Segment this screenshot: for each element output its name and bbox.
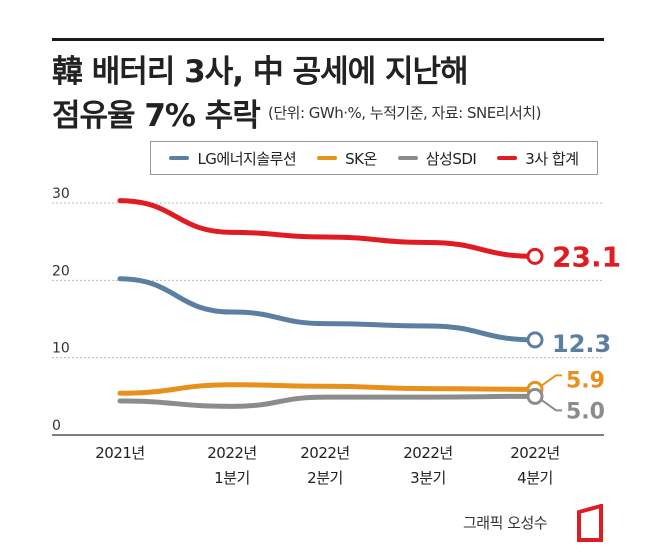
x-tick-label-2: 2022년 2분기 bbox=[300, 444, 349, 487]
legend-swatch-lg bbox=[169, 156, 190, 160]
leader-line-samsung bbox=[541, 399, 562, 412]
series-line-3 bbox=[117, 198, 538, 259]
legend-label-sk: SK온 bbox=[345, 149, 377, 168]
legend-label-lg: LG에너지솔루션 bbox=[197, 149, 297, 168]
y-tick-label-20: 20 bbox=[52, 263, 70, 279]
end-marker-0 bbox=[526, 331, 544, 349]
legend-label-total: 3사 합계 bbox=[525, 149, 579, 168]
legend-swatch-samsung bbox=[397, 156, 418, 160]
chart-title-line2: 점유율 7% 추락 bbox=[52, 98, 261, 134]
legend-swatch-total bbox=[497, 156, 518, 160]
end-value-label-2: 5.0 bbox=[566, 399, 605, 424]
end-value-label-3: 23.1 bbox=[552, 240, 621, 273]
legend-item-lg: LG에너지솔루션 bbox=[169, 148, 297, 169]
x-tick-label-1: 2022년 1분기 bbox=[207, 444, 256, 487]
publisher-logo-icon bbox=[577, 504, 603, 542]
y-tick-label-30: 30 bbox=[52, 186, 70, 202]
series-line-1 bbox=[117, 382, 538, 396]
y-tick-label-0: 0 bbox=[52, 418, 61, 434]
leader-line-sk bbox=[541, 374, 562, 387]
end-marker-2 bbox=[526, 387, 544, 405]
top-rule bbox=[52, 38, 604, 41]
series-line-0 bbox=[117, 276, 538, 343]
x-tick-label-4: 2022년 4분기 bbox=[510, 444, 559, 487]
chart-title-line1: 韓 배터리 3사, 中 공세에 지난해 bbox=[52, 54, 469, 90]
source-note: (단위: GWh·%, 누적기준, 자료: SNE리서치) bbox=[268, 104, 541, 122]
legend-label-samsung: 삼성SDI bbox=[425, 149, 477, 168]
x-tick-label-3: 2022년 3분기 bbox=[403, 444, 452, 487]
y-tick-label-10: 10 bbox=[52, 341, 70, 357]
end-value-label-0: 12.3 bbox=[552, 330, 611, 358]
legend-item-sk: SK온 bbox=[317, 148, 377, 169]
end-marker-3 bbox=[526, 247, 544, 265]
legend-swatch-sk bbox=[317, 156, 338, 160]
series-line-2 bbox=[117, 393, 538, 409]
legend: LG에너지솔루션 SK온 삼성SDI 3사 합계 bbox=[150, 141, 598, 175]
legend-item-total: 3사 합계 bbox=[497, 148, 579, 169]
x-tick-label-0: 2021년 bbox=[95, 444, 144, 462]
legend-item-samsung: 삼성SDI bbox=[397, 148, 477, 169]
end-value-label-1: 5.9 bbox=[566, 368, 605, 393]
graphic-credit: 그래픽 오성수 bbox=[463, 514, 548, 532]
